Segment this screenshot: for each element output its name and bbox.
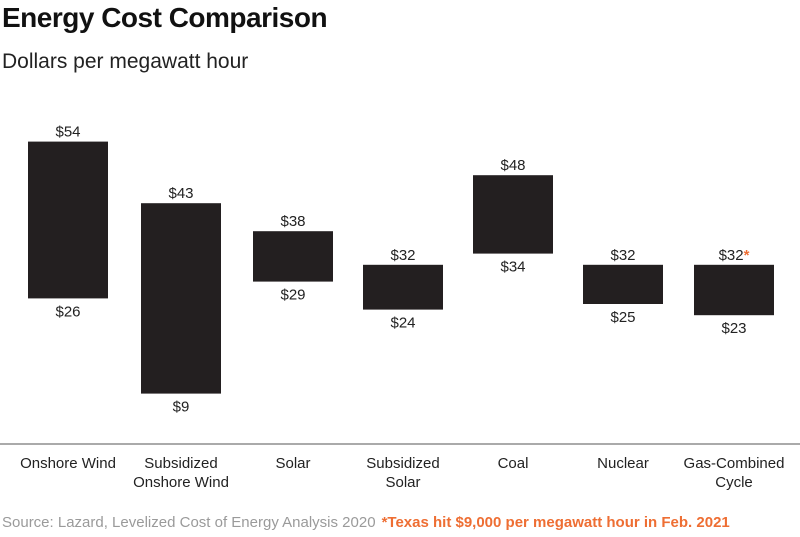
range-bar bbox=[473, 175, 553, 254]
high-value-text: $43 bbox=[168, 185, 193, 202]
category-label: Subsidized bbox=[144, 455, 217, 472]
range-bar bbox=[141, 203, 221, 394]
low-value-label: $29 bbox=[280, 287, 305, 304]
high-value-text: $54 bbox=[55, 124, 80, 141]
high-value-text: $48 bbox=[500, 157, 525, 174]
range-bar bbox=[583, 264, 663, 304]
high-value-label: $32 bbox=[610, 247, 635, 264]
chart-subtitle: Dollars per megawatt hour bbox=[2, 50, 249, 73]
range-bar bbox=[363, 264, 443, 310]
low-value-label: $26 bbox=[55, 303, 80, 320]
chart-title: Energy Cost Comparison bbox=[2, 2, 328, 33]
category-label: Cycle bbox=[715, 474, 753, 491]
range-bar bbox=[694, 264, 774, 316]
footnote: *Texas hit $9,000 per megawatt hour in F… bbox=[381, 514, 730, 531]
category-label: Onshore Wind bbox=[20, 455, 116, 472]
chart-footer: Source: Lazard, Levelized Cost of Energy… bbox=[2, 514, 730, 531]
category-label: Nuclear bbox=[597, 455, 649, 472]
low-value-label: $23 bbox=[721, 320, 746, 337]
high-value-text: $32 bbox=[390, 247, 415, 264]
high-value-label: $32* bbox=[719, 247, 750, 264]
category-label: Onshore Wind bbox=[133, 474, 229, 491]
high-value-label: $32 bbox=[390, 247, 415, 264]
footnote-asterisk: * bbox=[744, 247, 750, 264]
category-label: Solar bbox=[385, 474, 420, 491]
high-value-label: $54 bbox=[55, 124, 80, 141]
category-label: Gas-Combined bbox=[684, 455, 785, 472]
low-value-label: $25 bbox=[610, 309, 635, 326]
high-value-text: $38 bbox=[280, 213, 305, 230]
low-value-label: $9 bbox=[173, 399, 190, 416]
high-value-label: $38 bbox=[280, 213, 305, 230]
high-value-label: $48 bbox=[500, 157, 525, 174]
range-bar bbox=[28, 141, 108, 299]
high-value-label: $43 bbox=[168, 185, 193, 202]
low-value-label: $24 bbox=[390, 315, 415, 332]
range-bar bbox=[253, 231, 333, 282]
category-label: Solar bbox=[275, 455, 310, 472]
category-label: Coal bbox=[498, 455, 529, 472]
high-value-text: $32 bbox=[610, 247, 635, 264]
low-value-label: $34 bbox=[500, 259, 525, 276]
category-label: Subsidized bbox=[366, 455, 439, 472]
source-note: Source: Lazard, Levelized Cost of Energy… bbox=[2, 514, 376, 531]
high-value-text: $32 bbox=[719, 247, 744, 264]
